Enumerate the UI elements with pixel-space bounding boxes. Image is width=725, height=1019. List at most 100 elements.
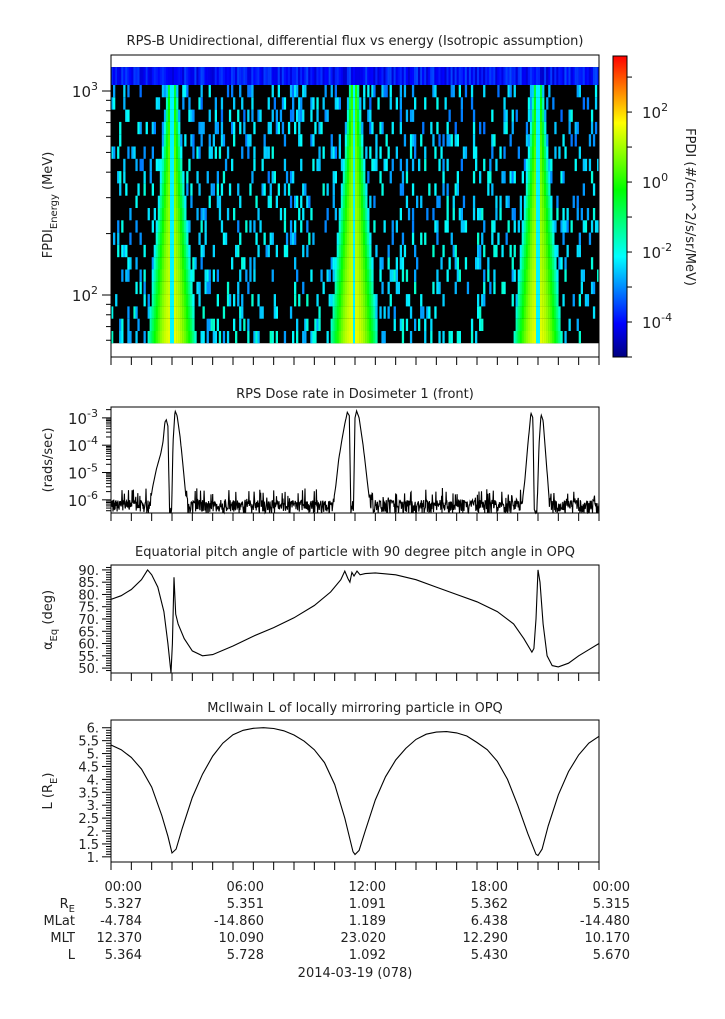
spectrogram-cell (119, 121, 122, 135)
spectrogram-cell (226, 67, 230, 85)
spectrogram-cell (332, 183, 335, 196)
spectrogram-cell (192, 269, 195, 282)
spectrogram-cell (363, 294, 366, 307)
spectrogram-cell (161, 232, 165, 245)
spectrogram-cell (533, 67, 537, 85)
spectrogram-cell (161, 67, 165, 85)
spectrogram-cell (292, 171, 295, 184)
spectrogram-cell (188, 269, 191, 282)
spectrogram-cell (586, 208, 590, 221)
colorbar-strip (613, 178, 627, 180)
spectrogram-cell (190, 294, 193, 307)
spectrogram-cell (393, 318, 396, 331)
spectrogram-cell (306, 67, 309, 85)
colorbar-strip (613, 344, 627, 346)
spectrogram-cell (344, 146, 348, 159)
spectrogram-cell (143, 294, 146, 307)
spectrogram-cell (531, 294, 535, 307)
spectrogram-cell (182, 269, 185, 282)
spectrogram-cell (194, 331, 197, 344)
spectrogram-cell (542, 195, 545, 208)
spectrogram-cell (344, 331, 348, 344)
spectrogram-cell (533, 269, 537, 282)
colorbar-strip (613, 336, 627, 338)
spectrogram-cell (542, 146, 545, 159)
spectrogram-cell (163, 281, 167, 295)
spectrogram-cell (172, 208, 175, 221)
spectrogram-cell (342, 281, 346, 295)
spectrogram-cell (151, 318, 154, 331)
spectrogram-cell (552, 232, 555, 245)
spectrogram-cell (172, 331, 175, 344)
spectrogram-cell (446, 67, 449, 85)
colorbar-strip (613, 56, 627, 58)
spectrogram-cell (334, 318, 337, 331)
colorbar-strip (613, 325, 627, 327)
spectrogram-cell (176, 121, 179, 135)
spectrogram-cell (576, 244, 579, 258)
colorbar-strip (613, 88, 627, 90)
spectrogram-cell (204, 232, 207, 245)
spectrogram-cell (255, 331, 258, 344)
colorbar-strip (613, 177, 627, 179)
spectrogram-cell (487, 269, 490, 282)
spectrogram-cell (188, 306, 191, 319)
spectrogram-cell (117, 232, 120, 245)
spectrogram-cell (536, 183, 539, 196)
spectrogram-cell (141, 158, 144, 172)
spectrogram-cell (550, 67, 553, 85)
spectrogram-cell (222, 67, 226, 85)
colorbar-strip (613, 174, 627, 176)
date-label: 2014-03-19 (078) (298, 966, 413, 981)
colorbar-strip (613, 130, 627, 132)
spectrogram-cell (359, 208, 362, 221)
spectrogram-cell (357, 257, 360, 270)
spectrogram-cell (411, 158, 415, 172)
spectrogram-cell (117, 220, 120, 233)
spectrogram-cell (344, 183, 348, 196)
spectrogram-cell (159, 244, 163, 258)
colorbar-strip (613, 155, 627, 157)
spectrogram-cell (165, 134, 169, 147)
spectrogram-cell (558, 146, 561, 159)
spectrogram-cell (192, 146, 195, 159)
spectrogram-cell (251, 109, 254, 122)
colorbar-strip (613, 173, 627, 175)
colorbar-strip (613, 355, 627, 357)
spectrogram-cell (170, 109, 173, 122)
colorbar-strip (613, 153, 627, 155)
colorbar-strip (613, 214, 627, 216)
spectrogram-cell (531, 257, 535, 270)
spectrogram-cell (251, 67, 254, 85)
spectrogram-cell (186, 244, 189, 258)
spectrogram-cell (342, 158, 346, 172)
spectrogram-cell (269, 67, 272, 85)
spectrogram-cell (525, 195, 529, 208)
colorbar-strip (613, 196, 627, 198)
panel4-y-tick-label: 5. (87, 748, 99, 763)
colorbar-strip (613, 242, 627, 244)
spectrogram-cell (542, 306, 545, 319)
spectrogram-cell (176, 146, 179, 159)
spectrogram-cell (379, 171, 382, 184)
spectrogram-cell (170, 195, 173, 208)
spectrogram-cell (170, 281, 173, 295)
colorbar-strip (613, 147, 627, 149)
spectrogram-cell (200, 244, 203, 258)
spectrogram-cell (296, 331, 299, 344)
spectrogram-cell (391, 158, 394, 172)
colorbar-strip (613, 287, 627, 289)
spectrogram-cell (330, 318, 333, 331)
spectrogram-cell (399, 67, 402, 85)
spectrogram-cell (172, 281, 175, 295)
spectrogram-cell (267, 146, 270, 159)
spectrogram-cell (163, 318, 167, 331)
spectrogram-cell (550, 257, 553, 270)
spectrogram-cell (308, 67, 311, 85)
colorbar-strip (613, 324, 627, 326)
spectrogram-cell (135, 220, 138, 233)
spectrogram-cell (422, 306, 425, 319)
spectrogram-cell (111, 97, 114, 110)
spectrogram-cell (397, 67, 400, 85)
spectrogram-cell (472, 109, 476, 122)
